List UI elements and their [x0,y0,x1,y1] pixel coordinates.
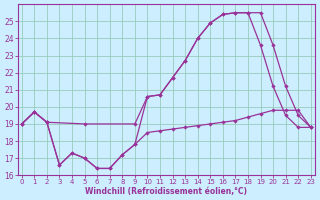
X-axis label: Windchill (Refroidissement éolien,°C): Windchill (Refroidissement éolien,°C) [85,187,247,196]
